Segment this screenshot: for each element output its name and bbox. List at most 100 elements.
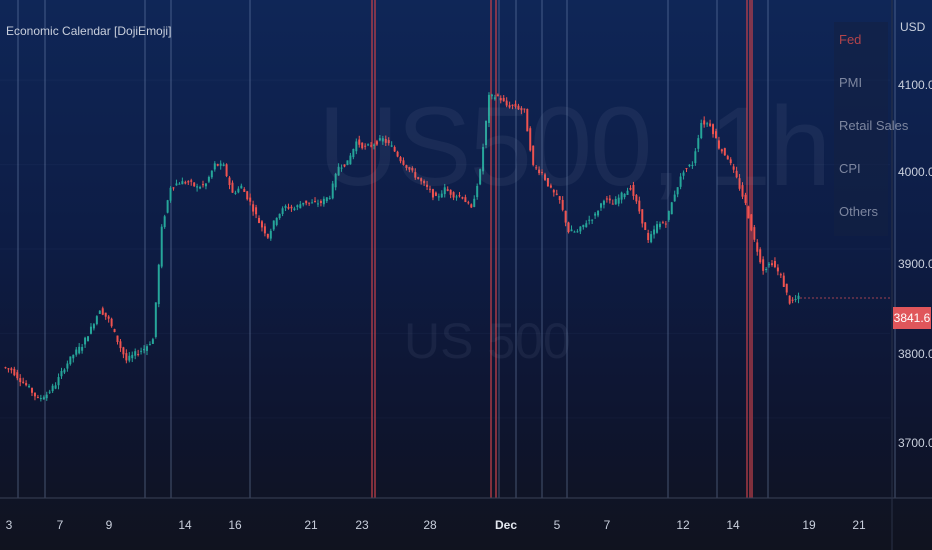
candle-body (694, 151, 697, 164)
candle-body (13, 368, 16, 376)
candle-body (658, 223, 661, 228)
candle-body (626, 190, 629, 195)
candle-body (770, 263, 773, 265)
indicator-title[interactable]: Economic Calendar [DojiEmoji] (6, 24, 172, 38)
candle-body (635, 195, 638, 202)
candle-body (791, 299, 794, 301)
candle-body (137, 353, 140, 355)
candle-body (426, 184, 429, 187)
candle-body (682, 172, 685, 176)
candle-body (263, 226, 266, 234)
candle-body (48, 391, 51, 393)
candle-body (343, 164, 346, 167)
candle-body (443, 187, 446, 195)
candle-body (496, 94, 499, 96)
candle-body (499, 98, 502, 101)
candle-body (614, 199, 617, 205)
candle-body (632, 184, 635, 196)
candle-body (676, 187, 679, 195)
candle-body (346, 160, 349, 166)
candle-body (620, 192, 623, 200)
candle-body (54, 385, 57, 389)
candle-body (458, 195, 461, 197)
candle-body (420, 178, 423, 182)
candle-body (765, 269, 768, 271)
candle-body (505, 100, 508, 106)
candle-body (202, 184, 204, 186)
candle-body (602, 200, 605, 205)
candle-body (393, 147, 396, 152)
candle-body (134, 351, 137, 356)
candle-body (284, 205, 287, 208)
candle-body (514, 103, 517, 107)
candle-body (605, 198, 608, 200)
candle-body (325, 197, 328, 202)
candle-body (89, 326, 92, 334)
candle-body (411, 167, 414, 171)
candle-body (199, 187, 202, 189)
candle-body (340, 167, 343, 169)
candle-body (768, 264, 771, 266)
event-legend: Fed PMI Retail Sales CPI Others (834, 22, 908, 236)
candle-body (328, 197, 331, 199)
candle-body (650, 234, 653, 243)
x-tick-label: 16 (228, 518, 242, 532)
candle-body (585, 223, 588, 228)
candle-body (184, 182, 187, 184)
candle-body (446, 189, 449, 191)
candle-body (641, 209, 644, 224)
candle-body (402, 160, 405, 165)
candle-body (747, 206, 750, 219)
candle-body (258, 217, 261, 223)
candle-body (31, 388, 34, 393)
candle-body (355, 141, 358, 152)
candle-body (744, 194, 747, 203)
x-tick-label: 21 (304, 518, 318, 532)
x-tick-label: 21 (852, 518, 866, 532)
candle-body (143, 348, 146, 351)
x-tick-label: 7 (56, 518, 64, 532)
candle-body (653, 229, 656, 235)
candle-body (762, 259, 765, 271)
candle-body (154, 302, 157, 337)
candle-body (700, 122, 703, 139)
candle-body (128, 355, 131, 361)
candle-body (334, 173, 337, 188)
candle-body (60, 370, 63, 377)
candle-body (246, 191, 249, 200)
candle-body (187, 181, 190, 183)
candle-body (72, 354, 75, 359)
candle-body (685, 168, 688, 170)
candle-body (750, 214, 753, 231)
x-tick-label: 14 (726, 518, 740, 532)
candle-body (543, 174, 546, 180)
candle-body (314, 201, 317, 203)
candle-body (290, 206, 293, 209)
candle-body (219, 163, 222, 166)
candle-body (125, 353, 128, 361)
candle-body (375, 141, 378, 145)
candle-body (107, 316, 110, 319)
candle-body (92, 324, 95, 329)
candle-body (753, 227, 756, 240)
candle-body (39, 398, 42, 400)
candle-body (794, 298, 797, 300)
candle-body (181, 181, 184, 185)
candle-body (260, 221, 263, 228)
candle-body (785, 283, 788, 293)
candle-body (255, 207, 258, 215)
candle-body (98, 310, 101, 314)
candle-body (370, 145, 373, 147)
candle-body (225, 164, 228, 177)
x-tick-label: 19 (802, 518, 816, 532)
candle-body (387, 140, 390, 144)
candle-body (567, 222, 570, 233)
candle-body (145, 346, 148, 351)
candle-body (352, 148, 355, 158)
candle-body (591, 219, 594, 221)
candle-body (151, 339, 154, 344)
candle-body (487, 94, 490, 123)
candle-body (735, 170, 738, 178)
